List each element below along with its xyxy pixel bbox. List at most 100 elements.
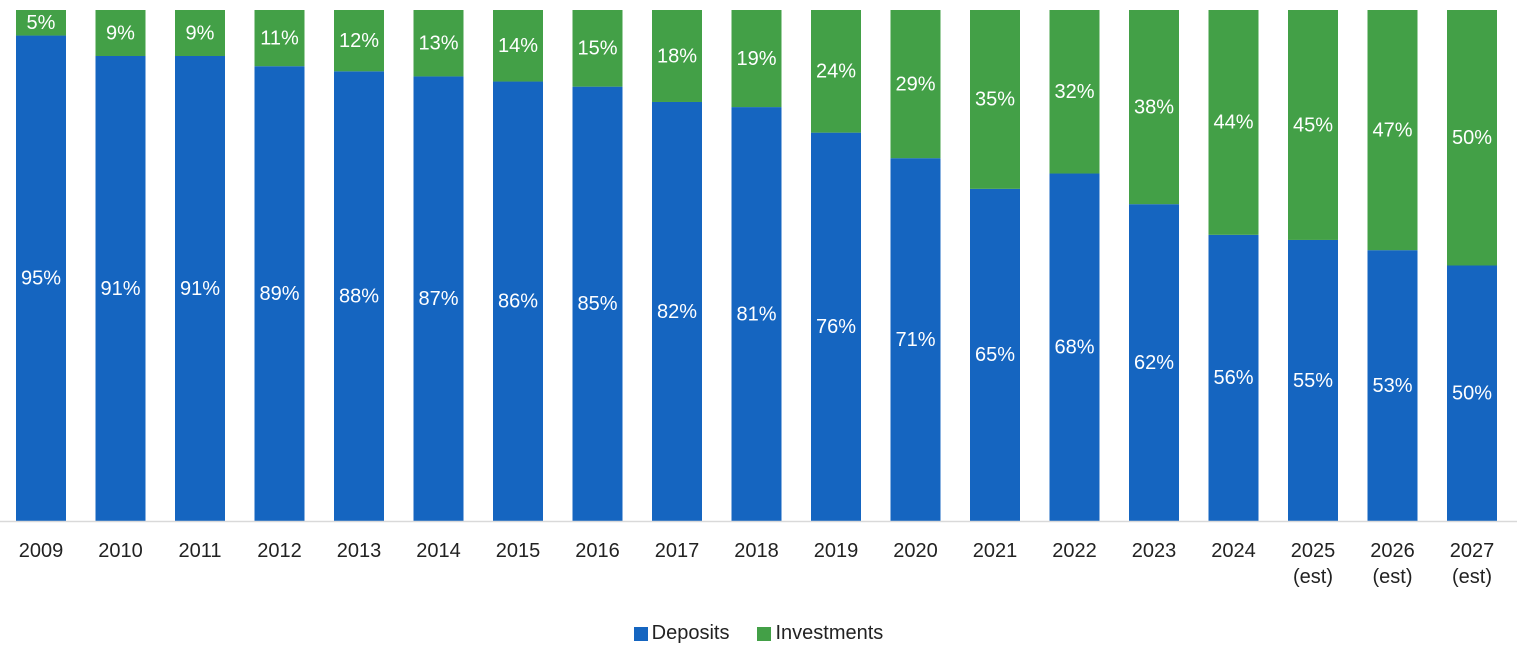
value-label: 91%: [180, 278, 220, 300]
x-tick-label: 2022: [1052, 540, 1097, 562]
value-label: 11%: [260, 27, 299, 49]
bar-segment: [890, 158, 941, 521]
value-label: 9%: [186, 22, 215, 44]
bar-segment: [493, 81, 543, 521]
x-tick-label: 2013: [336, 540, 382, 562]
bar-segment: [970, 10, 1020, 189]
bar-segment: [413, 10, 464, 77]
value-label: 65%: [975, 344, 1015, 366]
bar-segment: [1129, 10, 1179, 205]
legend: Deposits Investments: [0, 622, 1517, 645]
bar-segment: [1367, 10, 1418, 251]
bar-segment: [254, 66, 305, 522]
bar-segment: [811, 132, 861, 521]
value-label: 35%: [975, 89, 1015, 111]
x-tick-label: 2020: [893, 540, 938, 562]
value-label: 44%: [1213, 112, 1253, 134]
x-tick-label: 2018: [734, 540, 779, 562]
bar-segment: [572, 86, 623, 522]
value-label: 85%: [577, 293, 617, 315]
bar-segment: [652, 101, 702, 521]
value-label: 55%: [1293, 370, 1333, 392]
bar-segment: [16, 35, 66, 522]
value-label: 24%: [816, 61, 856, 83]
bar-segment: [1288, 239, 1338, 521]
value-label: 68%: [1054, 337, 1094, 359]
legend-swatch: [633, 626, 648, 641]
value-label: 91%: [100, 278, 140, 300]
bar-segment: [1049, 10, 1100, 174]
value-label: 14%: [498, 35, 538, 57]
x-tick-label: 2021: [972, 540, 1018, 562]
bar-segment: [1208, 10, 1259, 235]
bar-segment: [731, 10, 782, 108]
x-tick-label: 2015: [495, 540, 541, 562]
x-tick-label: 2011: [178, 540, 222, 562]
x-tick-label: 2012: [257, 540, 302, 562]
bar-segment: [16, 10, 66, 36]
x-tick-label: 2017: [654, 540, 700, 562]
legend-swatch: [757, 626, 772, 641]
value-label: 9%: [106, 22, 135, 44]
bar-segment: [95, 55, 146, 522]
bar-segment: [1447, 10, 1497, 266]
value-label: 18%: [657, 45, 697, 67]
bar-segment: [413, 76, 464, 522]
bar-segment: [1049, 173, 1100, 521]
x-tick-label: 2010: [98, 540, 143, 562]
value-label: 50%: [1452, 127, 1492, 149]
x-tick-label: 2016: [575, 540, 620, 562]
bar-segment: [652, 10, 702, 102]
value-label: 71%: [895, 329, 935, 351]
value-label: 56%: [1213, 367, 1253, 389]
bar-segment: [811, 10, 861, 133]
value-label: 50%: [1452, 383, 1492, 405]
legend-label: Investments: [775, 622, 884, 644]
bar-segment: [175, 55, 225, 522]
bar-segment: [254, 10, 305, 67]
x-tick-label: 2027 (est): [1449, 540, 1495, 588]
bar-segment: [1129, 204, 1179, 521]
bar-segment: [1367, 250, 1418, 522]
x-tick-label: 2009: [18, 540, 64, 562]
x-tick-label: 2026 (est): [1370, 540, 1415, 588]
legend-label: Deposits: [651, 622, 730, 644]
bar-segment: [731, 107, 782, 521]
value-label: 5%: [27, 12, 56, 34]
value-label: 95%: [21, 268, 61, 290]
value-label: 53%: [1372, 375, 1412, 397]
value-label: 82%: [657, 301, 697, 323]
value-label: 89%: [259, 283, 299, 305]
value-label: 19%: [736, 48, 776, 70]
bar-segment: [1288, 10, 1338, 240]
x-tick-label: 2023: [1131, 540, 1177, 562]
bar-segment: [1447, 265, 1497, 521]
bar-segment: [1208, 234, 1259, 521]
legend-item: Investments: [757, 622, 883, 645]
value-label: 81%: [736, 303, 776, 325]
value-label: 62%: [1134, 352, 1174, 374]
value-label: 76%: [816, 316, 856, 338]
value-label: 87%: [418, 288, 458, 310]
x-tick-label: 2019: [813, 540, 859, 562]
value-label: 88%: [339, 285, 379, 307]
bar-segment: [572, 10, 623, 87]
bar-segment: [95, 10, 146, 56]
bar-segment: [970, 188, 1020, 521]
x-tick-label: 2014: [416, 540, 461, 562]
value-label: 12%: [339, 30, 379, 52]
value-label: 38%: [1134, 96, 1174, 118]
bar-segment: [334, 71, 384, 521]
bar-segment: [890, 10, 941, 159]
value-label: 15%: [577, 38, 617, 60]
legend-item: Deposits: [633, 622, 730, 645]
bar-segment: [334, 10, 384, 72]
value-label: 32%: [1054, 81, 1094, 103]
value-label: 45%: [1293, 114, 1333, 136]
bar-segment: [175, 10, 225, 56]
value-label: 29%: [895, 73, 935, 95]
value-label: 13%: [418, 32, 458, 54]
x-tick-label: 2024: [1211, 540, 1256, 562]
